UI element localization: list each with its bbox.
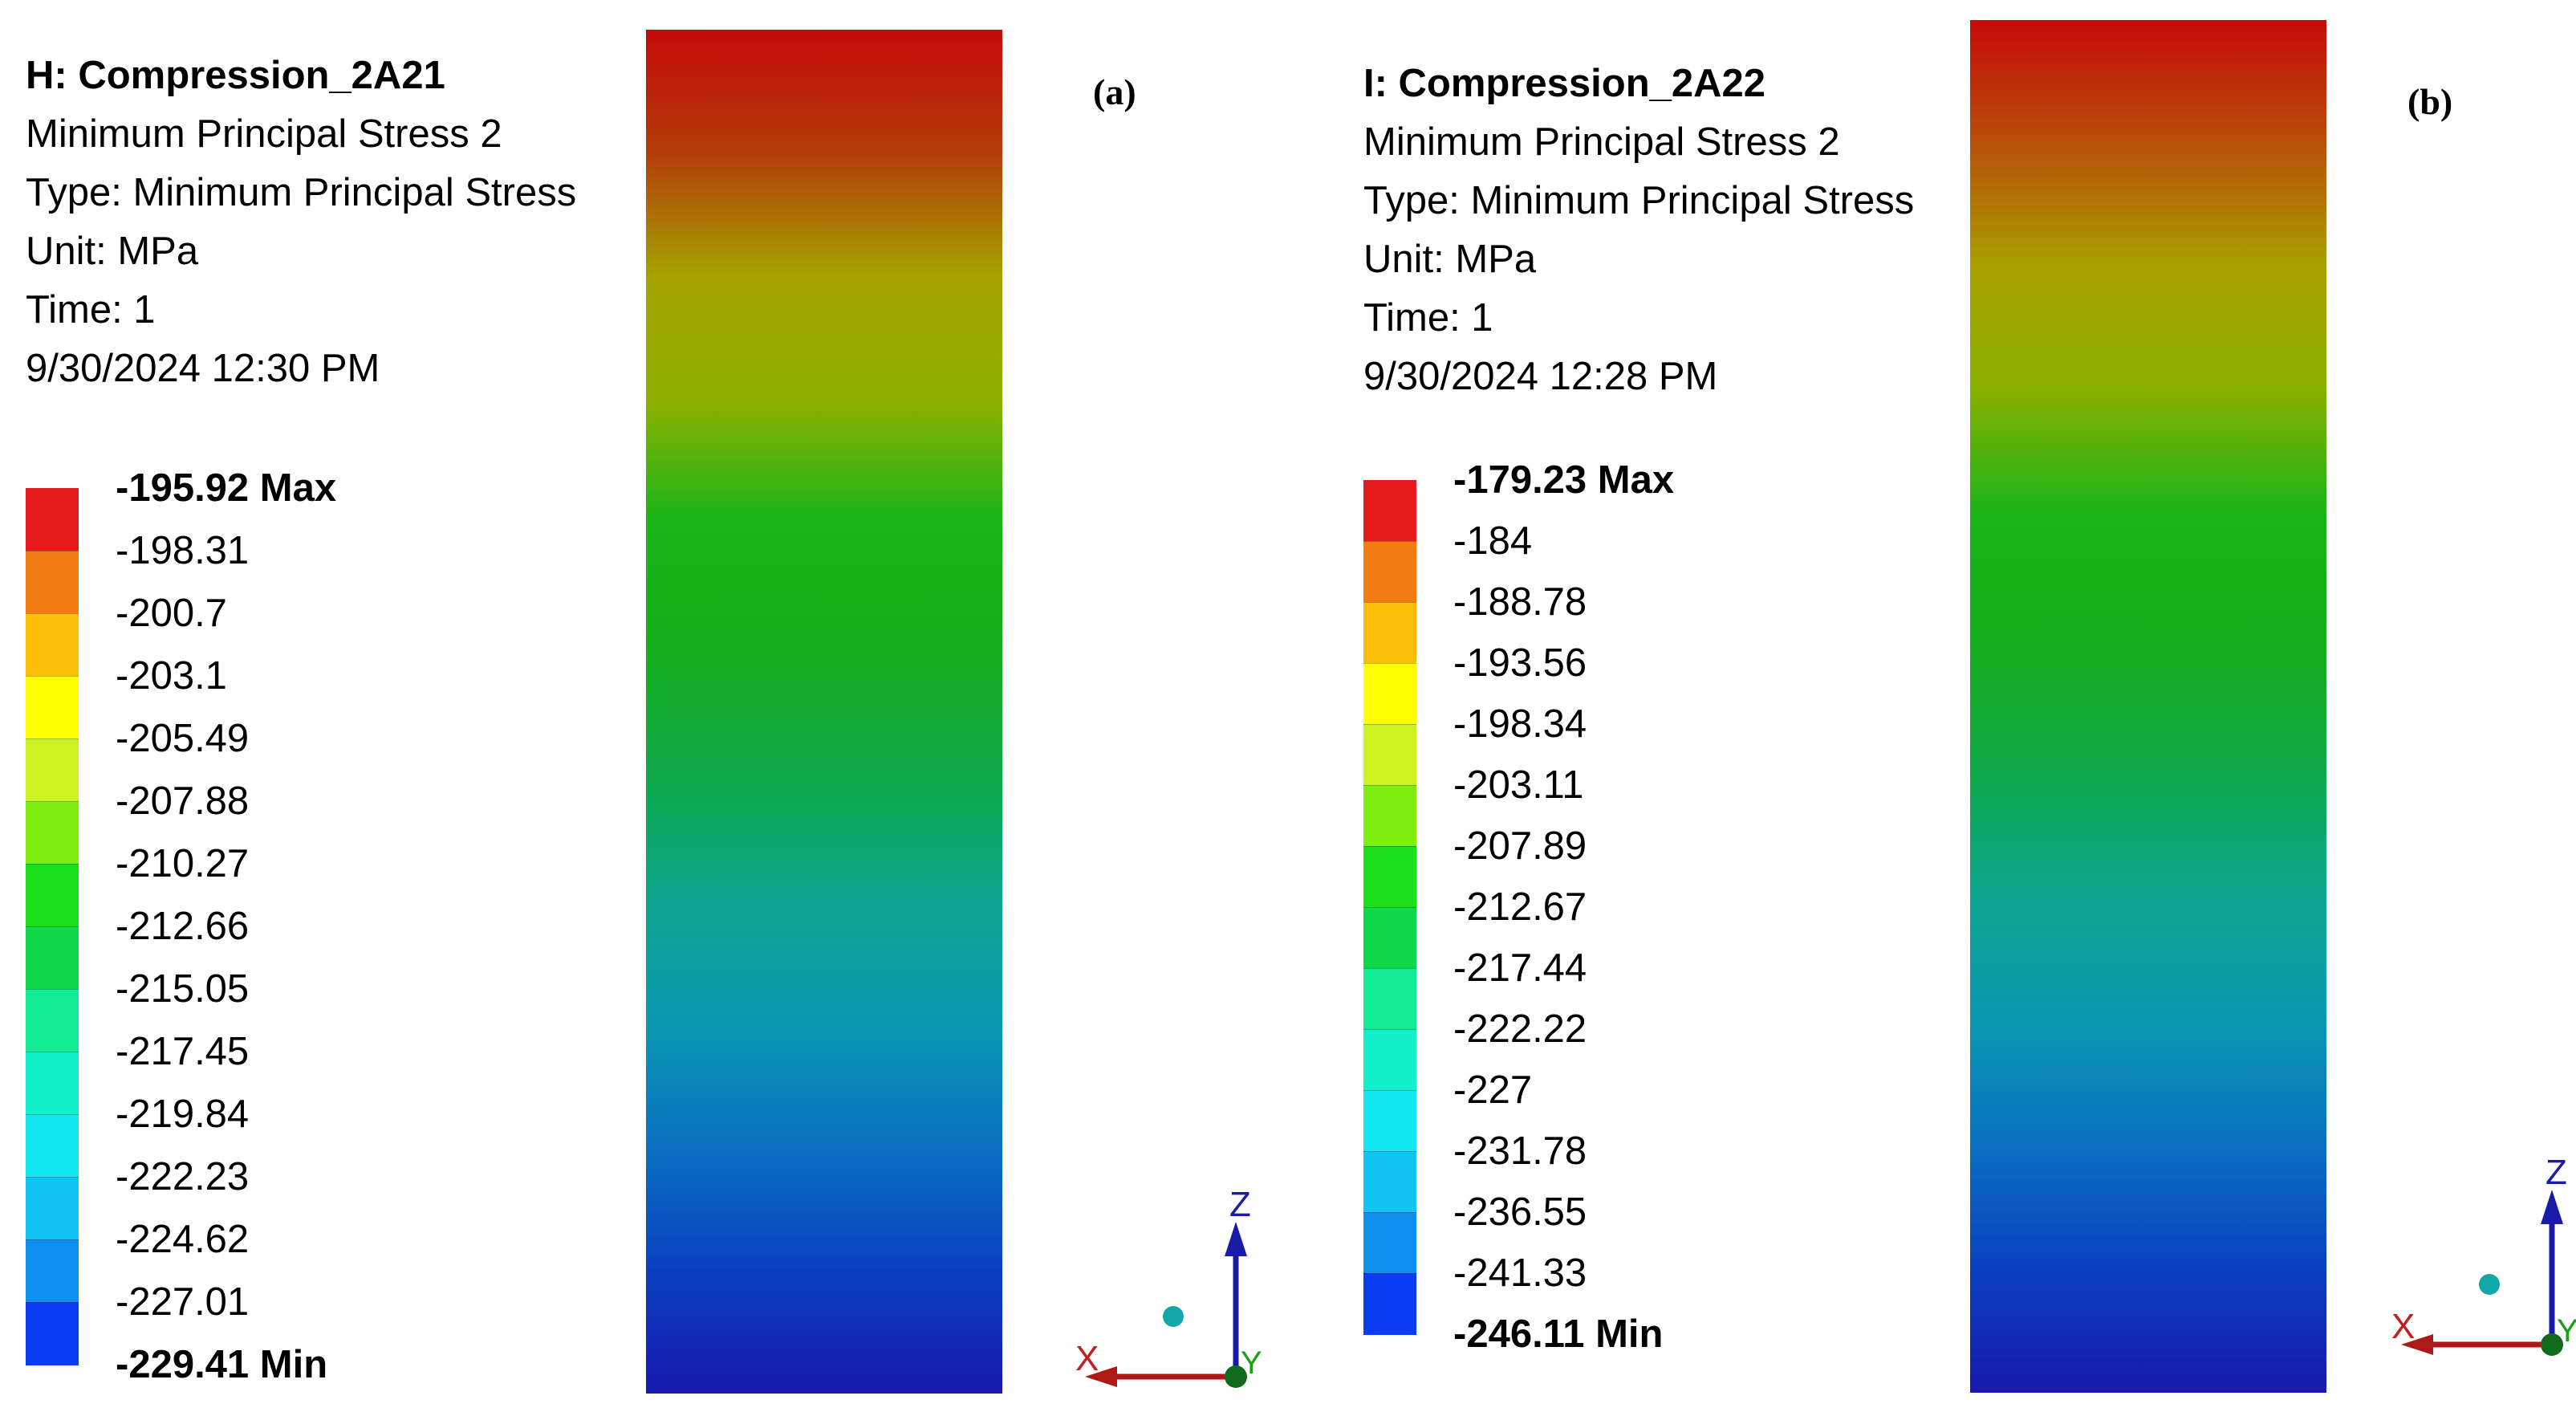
subfigure-label: (a) (1093, 71, 1136, 112)
legend-tick-label: -236.55 (1453, 1190, 1587, 1234)
panel-a: H: Compression_2A21 Minimum Principal St… (26, 30, 1262, 1394)
legend-tick-label: -210.27 (116, 842, 250, 885)
legend-swatch (1363, 1090, 1416, 1152)
legend-swatch (26, 551, 79, 614)
legend-tick-label: -219.84 (116, 1093, 250, 1136)
legend-tick-label: -227.01 (116, 1280, 250, 1324)
legend-swatch (26, 488, 79, 551)
legend-swatch (26, 1177, 79, 1240)
legend-tick-label: -198.34 (1453, 702, 1587, 746)
legend-tick-label: -205.49 (116, 717, 250, 760)
result-type: Type: Minimum Principal Stress (26, 171, 577, 214)
legend-tick-label: -224.62 (116, 1218, 250, 1261)
legend-swatch (1363, 541, 1416, 603)
legend-swatch (1363, 602, 1416, 664)
color-legend: -179.23 Max -184 -188.78 -193.56 -198.34 -203… (1363, 459, 1700, 1355)
legend-swatch (26, 864, 79, 927)
legend-max-label: -179.23 Max (1453, 458, 1675, 502)
stress-contour-plot (1970, 20, 2326, 1393)
legend-swatch (26, 739, 79, 802)
result-unit: Unit: MPa (26, 230, 199, 273)
panel-b: I: Compression_2A22 Minimum Principal St… (1288, 0, 2576, 1412)
legend-tick-label: -227 (1453, 1068, 1533, 1112)
legend-swatch (26, 989, 79, 1052)
x-arrow-icon (2401, 1334, 2433, 1355)
legend-tick-label: -215.05 (116, 967, 250, 1011)
legend-swatch (26, 613, 79, 677)
x-axis-label: X (2391, 1307, 2415, 1346)
legend-tick-label: -241.33 (1453, 1251, 1587, 1295)
legend-tick-label: -222.22 (1453, 1007, 1587, 1051)
view-sphere-icon (1163, 1306, 1184, 1327)
result-unit: Unit: MPa (1363, 238, 1537, 281)
color-legend: -195.92 Max -198.31 -200.7 -203.1 -205.49 -20… (26, 467, 363, 1386)
legend-tick-label: -184 (1453, 519, 1533, 563)
legend-swatch (26, 926, 79, 990)
z-axis-label: Z (2546, 1153, 2567, 1192)
legend-swatch (26, 1114, 79, 1178)
legend-swatch (1363, 724, 1416, 786)
axis-triad: Z X Y (2391, 1153, 2576, 1356)
legend-tick-label: -231.78 (1453, 1129, 1587, 1173)
legend-min-label: -246.11 Min (1453, 1312, 1664, 1356)
legend-swatch (26, 1302, 79, 1365)
legend-swatch (1363, 1273, 1416, 1335)
result-title: H: Compression_2A21 (26, 54, 445, 97)
legend-swatch (1363, 785, 1416, 847)
legend-swatch (1363, 663, 1416, 725)
z-arrow-icon (2541, 1190, 2563, 1224)
result-info: H: Compression_2A21 Minimum Principal St… (26, 47, 576, 398)
legend-min-label: -229.41 Min (116, 1343, 328, 1386)
legend-tick-label: -203.11 (1453, 763, 1584, 807)
result-name: Minimum Principal Stress 2 (1363, 120, 1840, 164)
z-axis-label: Z (1229, 1185, 1251, 1224)
legend-swatch (1363, 907, 1416, 969)
axis-triad: Z X Y (1075, 1185, 1262, 1388)
stress-contour-plot (646, 30, 1002, 1394)
view-sphere-icon (2479, 1274, 2500, 1295)
x-arrow-icon (1085, 1366, 1117, 1387)
legend-tick-label: -217.45 (116, 1030, 250, 1073)
legend-tick-label: -207.89 (1453, 824, 1587, 868)
legend-swatch (1363, 1212, 1416, 1274)
y-axis-label: Y (2557, 1313, 2576, 1349)
legend-swatch (1363, 480, 1416, 541)
legend-swatch (1363, 846, 1416, 908)
legend-tick-label: -203.1 (116, 654, 227, 698)
legend-swatch (26, 1239, 79, 1303)
result-date: 9/30/2024 12:30 PM (26, 347, 380, 390)
result-name: Minimum Principal Stress 2 (26, 112, 502, 156)
legend-tick-label: -207.88 (116, 779, 250, 823)
x-axis-label: X (1075, 1339, 1099, 1378)
result-time: Time: 1 (1363, 296, 1493, 340)
legend-swatch (26, 676, 79, 739)
result-date: 9/30/2024 12:28 PM (1363, 355, 1718, 398)
result-type: Type: Minimum Principal Stress (1363, 179, 1915, 222)
legend-tick-label: -188.78 (1453, 580, 1587, 624)
y-axis-dot-icon (1225, 1365, 1247, 1388)
result-info: I: Compression_2A22 Minimum Principal St… (1363, 55, 1914, 406)
legend-tick-label: -198.31 (116, 529, 250, 572)
legend-tick-label: -217.44 (1453, 946, 1587, 990)
result-time: Time: 1 (26, 288, 156, 332)
legend-swatch (1363, 968, 1416, 1030)
legend-tick-label: -200.7 (116, 592, 227, 635)
z-arrow-icon (1225, 1222, 1247, 1256)
y-axis-dot-icon (2541, 1333, 2563, 1356)
legend-swatch (1363, 1151, 1416, 1213)
legend-tick-label: -193.56 (1453, 641, 1587, 685)
legend-tick-label: -212.67 (1453, 885, 1587, 929)
subfigure-label: (b) (2407, 81, 2453, 122)
legend-max-label: -195.92 Max (116, 466, 337, 510)
y-axis-label: Y (1241, 1345, 1262, 1381)
legend-swatch (1363, 1029, 1416, 1091)
legend-tick-label: -222.23 (116, 1155, 250, 1198)
legend-swatch (26, 1052, 79, 1115)
legend-swatch (26, 801, 79, 865)
legend-tick-label: -212.66 (116, 905, 250, 948)
result-title: I: Compression_2A22 (1363, 62, 1766, 105)
